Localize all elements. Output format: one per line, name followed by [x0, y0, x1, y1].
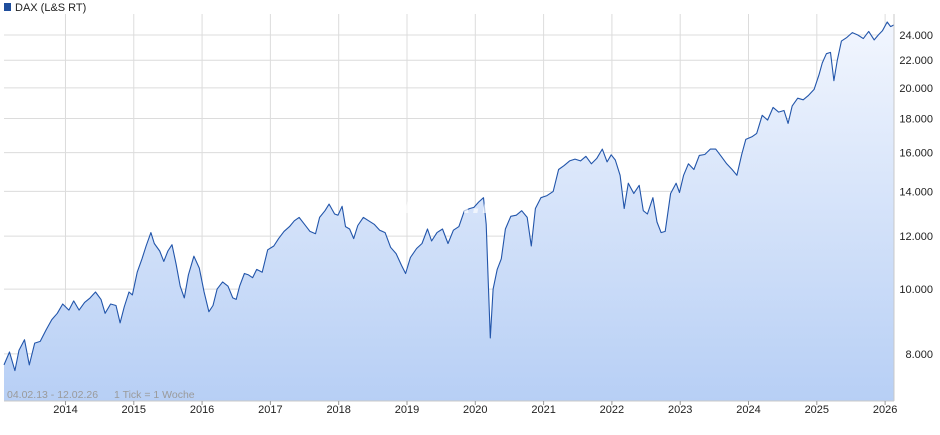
y-tick-label: 10.000 [899, 284, 933, 296]
x-tick-label: 2022 [600, 404, 624, 416]
x-tick-label: 2017 [258, 404, 282, 416]
series-area-fill [4, 22, 894, 401]
y-tick-label: 12.000 [899, 231, 933, 243]
y-axis-ticks: 8.000 10.000 12.000 14.000 16.000 18.000 20.00… [899, 30, 933, 361]
legend-swatch [4, 3, 11, 11]
x-tick-label: 2026 [873, 404, 897, 416]
legend-label: DAX (L&S RT) [15, 2, 86, 14]
series-line-dax [3, 21, 895, 372]
x-tick-label: 2020 [463, 404, 487, 416]
watermark: ARIVA.DE [383, 191, 520, 219]
x-axis-ticks: 2014 2015 2016 2017 2018 2019 2020 2021 2022 2023… [53, 401, 897, 416]
y-tick-label: 8.000 [905, 349, 933, 361]
x-tick-label: 2016 [190, 404, 214, 416]
date-range-label: 04.02.13 - 12.02.26 [7, 389, 98, 401]
x-tick-label: 2023 [668, 404, 692, 416]
x-tick-label: 2019 [395, 404, 419, 416]
y-tick-label: 18.000 [899, 113, 933, 125]
x-tick-label: 2015 [122, 404, 146, 416]
y-tick-label: 14.000 [899, 186, 933, 198]
x-tick-label: 2024 [736, 404, 760, 416]
x-tick-label: 2014 [53, 404, 77, 416]
tick-interval-label: 1 Tick = 1 Woche [114, 389, 195, 401]
x-tick-label: 2025 [805, 404, 829, 416]
y-tick-label: 16.000 [899, 148, 933, 160]
y-tick-label: 22.000 [899, 55, 933, 67]
x-tick-label: 2021 [531, 404, 555, 416]
x-tick-label: 2018 [326, 404, 350, 416]
y-tick-label: 20.000 [899, 83, 933, 95]
y-tick-label: 24.000 [899, 30, 933, 42]
